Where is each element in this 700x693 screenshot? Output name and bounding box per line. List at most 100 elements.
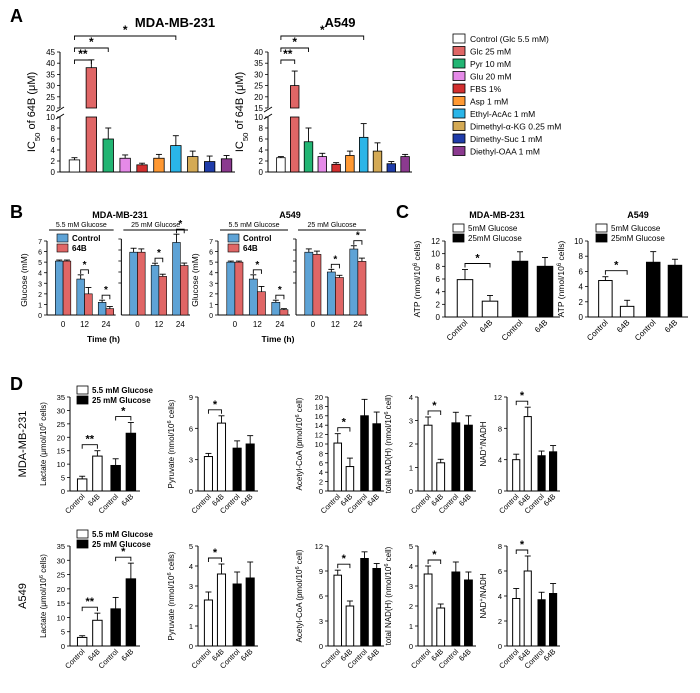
x-tick-label: 64B [542,492,558,508]
legend-swatch [76,385,89,395]
bar-64b-low-glucose [436,607,446,647]
y-tick-label: 35 [254,59,263,68]
chart-title: A549 [324,15,355,30]
legend-swatch [227,243,240,253]
panel-label-c: C [396,202,409,222]
y-axis-label-part: Pyruvate (nmol/10 [167,423,176,488]
y-axis-label-part: + [479,598,485,601]
legend-swatch [452,108,466,119]
y-tick-label: 9 [189,393,193,402]
y-tick-label: 8 [51,124,56,133]
y-tick-label: 1 [409,464,413,473]
bar-glc-lower [290,116,300,173]
significance-star: * [278,285,282,296]
group-label: 5.5 mM Glucose [56,222,107,229]
y-tick-label: 4 [498,456,502,465]
y-tick-label: 6 [319,592,323,601]
bar-64b-high-glucose [125,578,137,647]
chart-atp-mda-mb-231: MDA-MB-231 0 2 4 6 8 10 12 Control 64B Control 64B *… [412,210,560,343]
bar-control-5mm [248,278,258,316]
legend-swatch [595,223,608,233]
significance-bracket [81,606,98,612]
legend-panel-a: Control (Glc 5.5 mM) Glc 25 mM Pyr 10 mM Gl… [452,33,561,157]
x-tick-label: 24 [176,320,185,329]
legend-label: 5.5 mM Glucose [92,386,153,395]
bar-control-low-glucose [512,459,521,492]
legend-swatch [76,539,89,549]
bar-64b-low-glucose [523,570,532,647]
significance-star: * [104,285,108,296]
bar-control-high-glucose [511,260,529,318]
y-tick-label: 0 [51,168,56,177]
significance-star: * [320,23,325,37]
x-axis-label: Time (h) [87,334,120,344]
bar-control-high-glucose [360,415,369,492]
chart-title: MDA-MB-231 [135,15,215,30]
bar-control-25mm [129,251,138,316]
bar-control-low-glucose [203,456,213,492]
bar-64b-high-glucose [464,424,473,492]
significance-bracket [74,47,109,52]
y-tick-label: 30 [57,556,65,565]
y-tick-label: 35 [46,70,55,79]
y-tick-label: 20 [254,93,263,102]
x-tick-label: 64B [457,492,473,508]
y-tick-label: 20 [57,585,65,594]
bar-control-low-glucose [423,573,433,647]
y-axis-label-part: 6 [384,412,390,415]
axis-break-mark [263,113,273,120]
y-axis-label: IC50 of 64B (μM) [234,72,250,152]
legend-swatch [227,233,240,243]
y-axis-label-part: 6 [557,262,563,266]
y-tick-label: 3 [409,582,413,591]
panel-label-a: A [10,6,23,26]
legend-label: Diethyl-OAA 1 mM [470,147,540,157]
bar-control-low-glucose [333,442,343,492]
y-tick-label: 0 [38,313,42,320]
bar-64b-5mm [84,293,93,316]
significance-bracket [280,59,296,64]
y-axis-label-part: 6 [413,262,419,266]
y-tick-label: 4 [436,288,441,297]
x-tick-label: Control [63,492,87,516]
bar-64b-high-glucose [372,568,381,647]
legend-swatch [452,83,466,94]
y-axis-label: Glucose (mM) [19,253,29,307]
y-tick-label: 0 [319,642,323,651]
y-axis-label-part: Lactate (μmol/10 [39,426,48,486]
x-tick-label: Control [500,318,525,343]
y-axis-label-part: cells) [167,399,176,420]
x-axis-label: Time (h) [262,334,295,344]
legend-swatch [452,223,465,233]
bar-control-25mm [326,271,336,316]
bar-dmkg [187,156,199,173]
y-tick-label: 6 [189,424,193,433]
y-tick-label: 0 [409,487,413,496]
y-axis-label-part: cells) [556,240,566,262]
y-tick-label: 14 [315,421,323,430]
bar-64b-high-glucose [372,423,381,492]
bar-control-low-glucose [76,636,88,647]
x-tick-label: Control [97,492,121,516]
significance-bracket [115,556,132,562]
y-tick-label: 0 [61,642,65,651]
significance-bracket [207,557,222,562]
significance-star: * [89,35,94,49]
significance-bracket [81,444,98,449]
y-axis-label: Acetyl-CoA (pmol/106 cell) [295,397,304,490]
y-tick-label: 4 [259,146,264,155]
axis-break-mark [55,113,65,120]
y-tick-label: 20 [46,104,55,113]
bar-64b-high-glucose [667,264,683,318]
significance-star: * [356,231,360,242]
bar-asp [153,157,165,173]
